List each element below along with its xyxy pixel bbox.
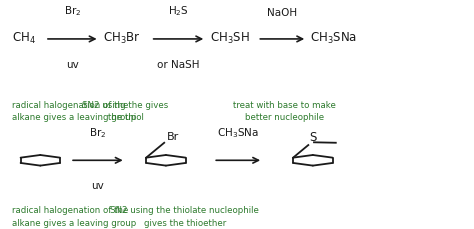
Text: S: S — [310, 131, 317, 144]
Text: Br$_2$: Br$_2$ — [64, 5, 81, 18]
Text: radical halogenation of the
alkane gives a leaving group: radical halogenation of the alkane gives… — [12, 206, 136, 228]
Text: Br$_2$: Br$_2$ — [89, 126, 107, 140]
Text: CH$_3$SNa: CH$_3$SNa — [217, 126, 259, 140]
Text: NaOH: NaOH — [267, 8, 297, 18]
Text: Br: Br — [166, 132, 179, 142]
Text: SN2 using the gives
the thiol: SN2 using the gives the thiol — [82, 101, 169, 122]
Text: treat with base to make
better nucleophile: treat with base to make better nucleophi… — [233, 101, 336, 122]
Text: uv: uv — [91, 181, 104, 191]
Text: H$_2$S: H$_2$S — [168, 5, 189, 18]
Text: CH$_4$: CH$_4$ — [12, 31, 36, 46]
Text: SN2 using the thiolate nucleophile
gives the thioether: SN2 using the thiolate nucleophile gives… — [110, 206, 259, 228]
Text: radical halogenation of the
alkane gives a leaving group: radical halogenation of the alkane gives… — [12, 101, 136, 122]
Text: or NaSH: or NaSH — [157, 60, 200, 70]
Text: CH$_3$Br: CH$_3$Br — [103, 31, 141, 46]
Text: uv: uv — [66, 60, 79, 70]
Text: CH$_3$SNa: CH$_3$SNa — [310, 31, 358, 46]
Text: CH$_3$SH: CH$_3$SH — [210, 31, 250, 46]
